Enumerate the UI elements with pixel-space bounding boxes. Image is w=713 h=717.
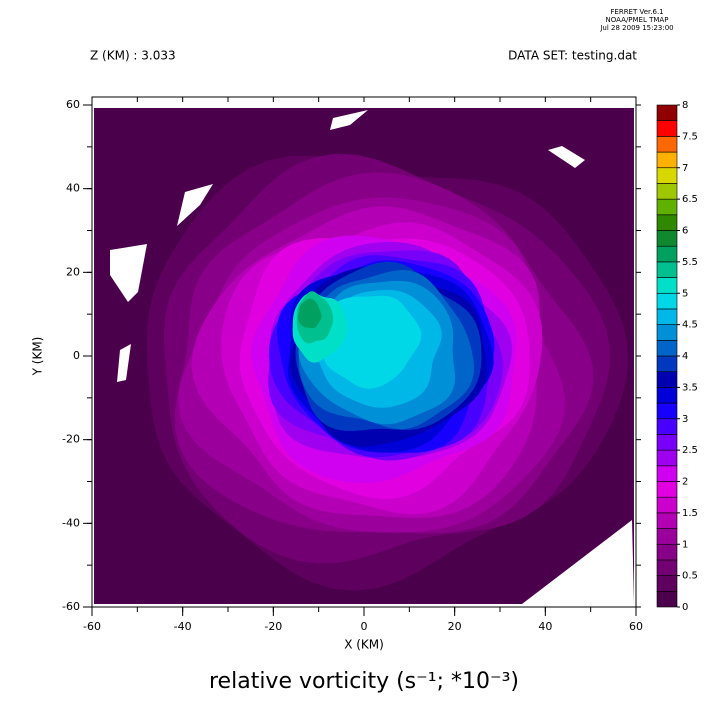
- y-tick-label: -40: [62, 516, 80, 529]
- contour-fill: [298, 298, 322, 329]
- missing-data: [548, 146, 585, 168]
- colorbar-swatch: [656, 277, 678, 294]
- colorbar-label: 2: [682, 477, 688, 488]
- colorbar-swatch: [656, 167, 678, 184]
- y-axis-label: Y (KM): [31, 337, 45, 377]
- colorbar-swatch: [656, 355, 678, 372]
- colorbar-swatch: [656, 136, 678, 153]
- colorbar-swatch: [656, 496, 678, 514]
- colorbar-swatch: [656, 183, 678, 200]
- colorbar-swatch: [656, 481, 678, 498]
- colorbar-swatch: [656, 434, 678, 451]
- x-tick-label: 40: [538, 620, 552, 633]
- colorbar-label: 8: [682, 100, 688, 111]
- colorbar-swatch: [656, 528, 678, 545]
- colorbar-label: 6: [682, 226, 688, 237]
- x-tick-label: -20: [264, 620, 282, 633]
- colorbar-label: 2.5: [682, 445, 698, 456]
- y-tick-label: -60: [62, 600, 80, 613]
- colorbar-swatch: [656, 418, 678, 435]
- colorbar-swatch: [656, 449, 678, 467]
- colorbar-swatch: [656, 292, 678, 310]
- colorbar-label: 6.5: [682, 194, 698, 205]
- x-tick-label: 20: [448, 620, 462, 633]
- colorbar-label: 5.5: [682, 257, 698, 268]
- colorbar-label: 5: [682, 288, 688, 299]
- colorbar-swatch: [656, 402, 678, 420]
- colorbar-swatch: [656, 559, 678, 576]
- colorbar-label: 0: [682, 602, 688, 613]
- colorbar-swatch: [656, 151, 678, 169]
- colorbar-swatch: [656, 261, 678, 278]
- header: Jul 28 2009 15:23:00: [599, 24, 673, 32]
- chart-title: relative vorticity (s⁻¹; *10⁻³): [209, 669, 519, 694]
- colorbar-label: 7: [682, 163, 688, 174]
- x-tick-label: -40: [174, 620, 192, 633]
- colorbar-label: 0.5: [682, 571, 698, 582]
- colorbar-swatch: [656, 387, 678, 404]
- colorbar-swatch: [656, 591, 678, 608]
- missing-data: [522, 520, 634, 604]
- missing-data: [117, 344, 131, 382]
- colorbar-label: 4.5: [682, 320, 698, 331]
- y-tick-label: 20: [66, 265, 80, 278]
- colorbar-label: 1: [682, 539, 688, 550]
- colorbar-label: 3: [682, 414, 688, 425]
- colorbar-swatch: [656, 465, 678, 482]
- missing-data: [330, 110, 368, 130]
- colorbar-swatch: [656, 104, 678, 121]
- colorbar-swatch: [656, 214, 678, 231]
- y-tick-label: 60: [66, 98, 80, 111]
- colorbar-swatch: [656, 340, 678, 357]
- colorbar-swatch: [656, 543, 678, 561]
- plot-area: [94, 108, 634, 604]
- colorbar-swatch: [656, 512, 678, 529]
- y-tick-label: 40: [66, 182, 80, 195]
- colorbar-swatch: [656, 575, 678, 592]
- colorbar-swatch: [656, 245, 678, 263]
- colorbar-swatch: [656, 308, 678, 325]
- colorbar-swatch: [656, 198, 678, 216]
- y-tick-label: 0: [73, 349, 80, 362]
- colorbar-swatch: [656, 230, 678, 247]
- colorbar-label: 3.5: [682, 382, 698, 393]
- subtitle-right: DATA SET: testing.dat: [508, 49, 637, 63]
- colorbar-label: 4: [682, 351, 688, 362]
- subtitle-left: Z (KM) : 3.033: [90, 49, 176, 63]
- colorbar-swatch: [656, 371, 678, 388]
- x-tick-label: 0: [361, 620, 368, 633]
- colorbar-swatch: [656, 120, 678, 137]
- x-tick-label: 60: [629, 620, 643, 633]
- x-axis-label: X (KM): [344, 638, 384, 652]
- header: NOAA/PMEL TMAP: [606, 16, 669, 24]
- colorbar-label: 1.5: [682, 508, 698, 519]
- x-tick-label: -60: [83, 620, 101, 633]
- y-tick-label: -20: [62, 433, 80, 446]
- colorbar-swatch: [656, 324, 678, 341]
- missing-data: [110, 244, 147, 302]
- header: FERRET Ver.6.1: [610, 8, 663, 16]
- missing-data: [177, 184, 213, 226]
- colorbar-label: 7.5: [682, 131, 698, 142]
